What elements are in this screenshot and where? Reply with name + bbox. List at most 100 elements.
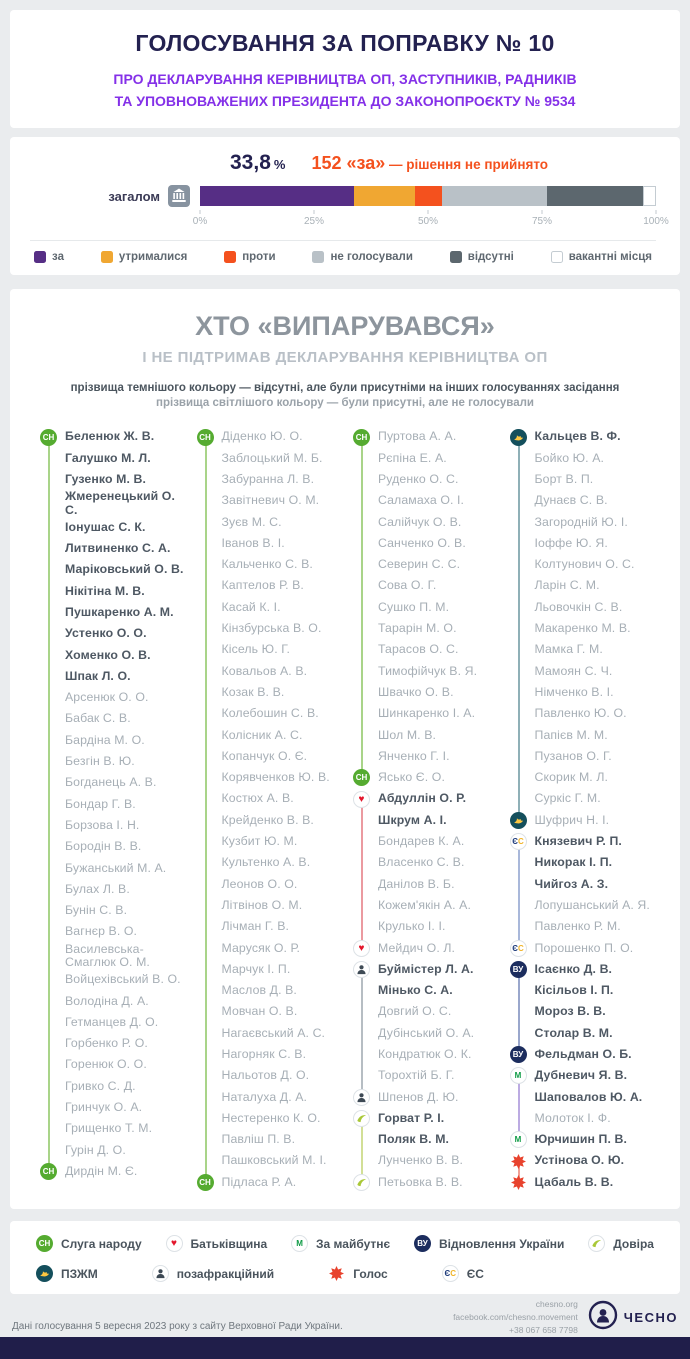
legend-swatch <box>100 251 113 264</box>
party-icon-slot <box>510 1153 535 1170</box>
vote-percent: 33,8% <box>230 151 286 175</box>
party-icon-slot: СН <box>40 428 65 446</box>
mp-name: Колебошин С. В. <box>221 706 319 721</box>
bar-label: загалом <box>108 188 160 204</box>
mp-row: Дубінський О. А. <box>353 1023 498 1044</box>
mp-name: Маріковський О. В. <box>65 562 184 577</box>
party-legend-es: Є С ЄС <box>441 1265 484 1283</box>
mp-row: Мамоян С. Ч. <box>510 661 655 682</box>
mp-name: Ларін С. М. <box>534 578 600 593</box>
mp-name: Лічман Г. В. <box>221 919 290 934</box>
mp-name: Рєпіна Е. А. <box>378 450 447 465</box>
chesno-logo-icon <box>588 1300 618 1335</box>
legend-swatch <box>449 251 462 264</box>
subtitle-line-2: ТА УПОВНОВАЖЕНИХ ПРЕЗИДЕНТА ДО ЗАКОНОПРО… <box>114 92 576 109</box>
mp-name: Фельдман О. Б. <box>534 1047 632 1061</box>
mp-row: Лопушанський А. Я. <box>510 895 655 916</box>
facebook-text: facebook.com/chesno.movement <box>453 1311 578 1322</box>
mp-row: Загородній Ю. І. <box>510 512 655 533</box>
mp-row: Зуєв М. С. <box>197 512 342 533</box>
bar-segment-vidsutni <box>546 186 644 207</box>
axis-tick-label: 75% <box>531 216 553 228</box>
mp-name: Кісель Ю. Г. <box>221 642 291 657</box>
party-icon-slot: СН <box>353 428 378 446</box>
sn-badge-icon: СН <box>353 769 370 787</box>
mp-name: Леонов О. О. <box>221 876 298 891</box>
chesno-logo: ЧЕСНО <box>588 1300 678 1335</box>
vote-legend-item-ne_holosuvaly: не голосували <box>312 251 413 264</box>
party-group-pzhm: Кальцев В. Ф. Бойко Ю. А. Борт В. П. Дунаєв… <box>509 426 655 831</box>
mp-name: Мовчан О. В. <box>221 1004 298 1019</box>
mp-name: Ісаєнко Д. В. <box>534 961 613 976</box>
mp-name: Шуфрич Н. І. <box>534 812 610 827</box>
mp-row: Бойко Ю. А. <box>510 448 655 469</box>
mp-row: Нестеренко К. О. <box>197 1108 342 1129</box>
mp-row: Марчук І. П. <box>197 959 342 980</box>
mp-name: Крейденко В. В. <box>221 812 314 827</box>
mp-row: Шуфрич Н. І. <box>509 810 655 831</box>
mp-name: Мейдич О. Л. <box>378 940 456 955</box>
mp-name: Войцехівський В. О. <box>65 972 181 987</box>
mp-name: Іванов В. І. <box>221 535 285 550</box>
mp-row: Безгін В. Ю. <box>40 751 185 772</box>
mp-row: Тимофійчук В. Я. <box>353 661 498 682</box>
mp-row: Шаповалов Ю. А. <box>510 1087 655 1108</box>
mp-row: Кальцев В. Ф. <box>509 426 655 447</box>
party-icon-slot: ВУ <box>509 1046 535 1064</box>
sn-badge-icon: СН <box>40 1163 57 1181</box>
party-legend-vu: ВУ Відновлення України <box>413 1235 564 1253</box>
party-group-sn: СН Беленюк Ж. В. Галушко М. Л. Гузенко М. В… <box>40 426 185 1182</box>
mp-row: Гузенко М. В. <box>40 469 185 490</box>
person-icon <box>353 1088 370 1106</box>
mp-row: Марусяк О. Р. <box>197 938 342 959</box>
mp-name: Пушкаренко А. М. <box>65 605 174 619</box>
vote-legend-item-utrymalysia: утрималися <box>100 251 187 264</box>
party-legend-zm: М За майбутнє <box>291 1235 390 1253</box>
chesno-logo-text: ЧЕСНО <box>623 1309 678 1325</box>
mp-row: Вагнєр В. О. <box>40 921 185 942</box>
mp-name: Бабак С. В. <box>65 711 131 726</box>
section-subtitle: І НЕ ПІДТРИМАВ ДЕКЛАРУВАННЯ КЕРІВНИЦТВА … <box>142 349 548 367</box>
mp-name: Мамоян С. Ч. <box>534 663 613 678</box>
mp-name: Устінова О. Ю. <box>534 1153 625 1168</box>
mp-name: Лопушанський А. Я. <box>534 897 650 912</box>
mp-name: Северин С. С. <box>378 557 461 572</box>
mp-name: Лунченко В. В. <box>378 1153 464 1168</box>
party-legend-label: Довіра <box>613 1236 654 1251</box>
mp-row: Іванов В. І. <box>197 533 342 554</box>
mp-name: Папієв М. М. <box>534 727 608 742</box>
mp-name: Бардіна М. О. <box>65 732 145 747</box>
mp-name: Гривко С. Д. <box>65 1078 136 1093</box>
mp-name: Льовочкін С. В. <box>534 599 623 614</box>
mp-name: Суркіс Г. М. <box>534 791 601 806</box>
mp-row: Нагаєвський А. С. <box>197 1023 342 1044</box>
vu-badge-icon: ВУ <box>509 960 527 978</box>
mp-name: Сова О. Г. <box>378 578 437 593</box>
vu-badge-icon: ВУ <box>413 1235 431 1253</box>
page-subtitle: ПРО ДЕКЛАРУВАННЯ КЕРІВНИЦТВА ОП, ЗАСТУПН… <box>26 69 664 112</box>
bar-label-wrap: загалом <box>30 185 200 208</box>
mp-name: Копанчук О. Є. <box>221 748 308 763</box>
mp-row: Торохтій Б. Г. <box>353 1065 498 1086</box>
mp-name: Шол М. В. <box>378 727 437 742</box>
mp-name: Никорак І. П. <box>534 855 613 870</box>
mp-row: Корявченков Ю. В. <box>197 767 342 788</box>
mp-row: Леонов О. О. <box>197 874 342 895</box>
mp-name: Янченко Г. І. <box>378 748 450 763</box>
mp-row: Гурін Д. О. <box>40 1140 185 1161</box>
legend-label: за <box>52 251 64 264</box>
party-icon-slot: СН <box>353 769 378 787</box>
mp-column-3: СН Пуртова А. А. Рєпіна Е. А. Руденко О. С.… <box>353 426 498 1193</box>
party-icon-slot: М <box>509 1131 535 1149</box>
party-icon-slot: СН <box>40 1163 65 1181</box>
mp-row: Борзова І. Н. <box>40 815 185 836</box>
mp-row: Сова О. Г. <box>353 575 498 596</box>
party-legend-row-2: ПЗЖМ позафракційний Голос Є С ЄС <box>36 1265 654 1283</box>
mp-name: Бужанський М. А. <box>65 860 167 875</box>
mp-row: Горват Р. І. <box>353 1108 498 1129</box>
party-legend-row-1: СН Слуга народу ♥ Батьківщина М За майбутнє ВУ… <box>36 1235 654 1253</box>
mp-row: Мовчан О. В. <box>197 1001 342 1022</box>
party-icon-slot: ♥ <box>353 790 378 808</box>
mp-row: Колтунович О. С. <box>510 554 655 575</box>
